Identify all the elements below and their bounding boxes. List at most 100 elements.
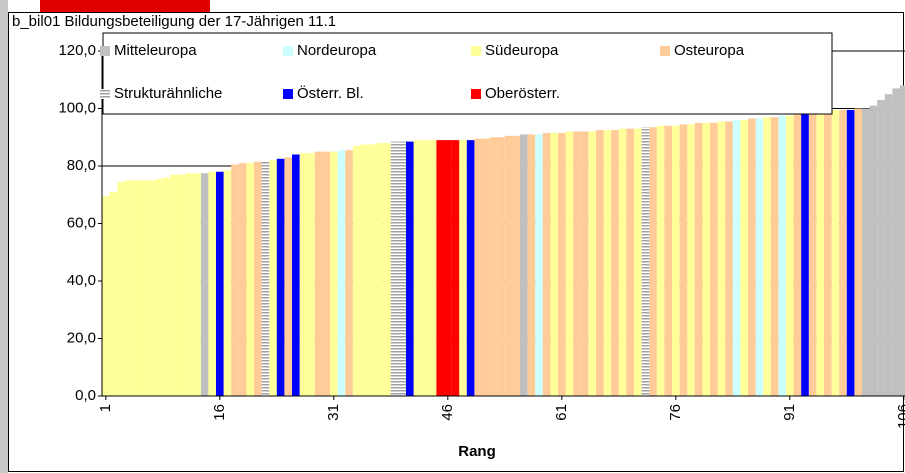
bar — [337, 150, 346, 396]
bar — [611, 130, 619, 396]
chart-title: b_bil01 Bildungsbeteiligung der 17-Jähri… — [12, 13, 336, 30]
bar — [436, 140, 444, 396]
bar — [352, 145, 361, 396]
y-tick-label: 80,0 — [67, 157, 96, 174]
bar — [816, 111, 824, 396]
bar — [124, 180, 133, 396]
bar — [451, 140, 460, 396]
bar — [626, 128, 634, 396]
bar — [292, 154, 300, 396]
bar — [299, 153, 308, 396]
bar — [140, 180, 148, 396]
bar — [900, 85, 905, 396]
bar — [444, 140, 452, 396]
bar — [801, 112, 809, 396]
bar — [238, 163, 247, 396]
bar — [254, 161, 262, 396]
bar — [725, 121, 733, 396]
bar — [687, 124, 695, 396]
bar — [117, 181, 125, 396]
legend-label: Oberösterr. — [485, 85, 560, 102]
bar — [808, 112, 817, 396]
legend-label: Südeuropa — [485, 42, 559, 59]
bar — [284, 157, 292, 396]
y-tick-label: 120,0 — [58, 42, 96, 59]
legend-swatch — [100, 89, 110, 99]
bar — [216, 171, 224, 396]
bar — [314, 151, 323, 396]
bar — [839, 109, 847, 396]
legend-label: Nordeuropa — [297, 42, 377, 59]
bar — [109, 191, 118, 396]
bar — [185, 173, 194, 396]
bar — [261, 161, 270, 396]
bar — [634, 128, 642, 396]
bar — [740, 120, 748, 396]
bar — [421, 140, 429, 396]
bar — [497, 137, 505, 396]
bar — [459, 140, 467, 396]
x-tick-label: 1 — [97, 404, 114, 412]
x-tick-label: 76 — [667, 404, 684, 421]
bar — [390, 141, 399, 396]
bar — [208, 171, 216, 396]
bar — [558, 132, 566, 396]
bar — [862, 108, 870, 396]
bar — [603, 130, 612, 396]
x-tick-label: 61 — [553, 404, 570, 421]
x-tick-label: 91 — [781, 404, 798, 421]
bar — [596, 130, 604, 396]
bar — [231, 164, 239, 396]
legend-label: Strukturähnliche — [114, 85, 222, 102]
bar — [178, 174, 186, 396]
bar — [649, 127, 657, 396]
x-tick-label: 31 — [325, 404, 342, 421]
y-tick-label: 0,0 — [75, 387, 96, 404]
legend-swatch — [471, 46, 481, 56]
bar — [482, 138, 490, 396]
side-strip — [0, 0, 8, 473]
bar — [672, 125, 680, 396]
bar — [474, 138, 482, 396]
bar — [763, 117, 771, 396]
legend-swatch — [100, 46, 110, 56]
bar — [550, 132, 558, 396]
bar — [824, 111, 832, 396]
bar — [132, 180, 140, 396]
legend-swatch — [660, 46, 670, 56]
bar — [702, 122, 710, 396]
bar — [330, 151, 338, 396]
legend-swatch — [283, 46, 293, 56]
bar — [892, 88, 900, 396]
y-tick-label: 40,0 — [67, 272, 96, 289]
bar — [679, 124, 688, 396]
legend-swatch — [471, 89, 481, 99]
bar — [428, 140, 437, 396]
bar — [276, 158, 285, 396]
x-tick-label: 46 — [439, 404, 456, 421]
bar — [786, 115, 794, 396]
bar — [573, 131, 581, 396]
bar — [368, 144, 376, 396]
bar — [580, 131, 589, 396]
bar — [656, 125, 665, 396]
bar — [755, 118, 764, 396]
bar — [504, 135, 513, 396]
bar — [383, 143, 391, 396]
bar — [618, 128, 627, 396]
bar — [489, 137, 498, 396]
legend-label: Österr. Bl. — [297, 84, 364, 102]
x-axis-label: Rang — [458, 443, 496, 460]
bar — [246, 163, 254, 396]
bar — [565, 131, 574, 396]
bar — [269, 160, 277, 396]
bar — [223, 170, 232, 396]
x-tick-label: 106 — [895, 404, 905, 429]
bar — [170, 174, 178, 396]
bar — [854, 108, 862, 396]
bar — [520, 134, 528, 396]
bar — [793, 114, 802, 396]
bar — [846, 109, 855, 396]
bar — [535, 134, 543, 396]
